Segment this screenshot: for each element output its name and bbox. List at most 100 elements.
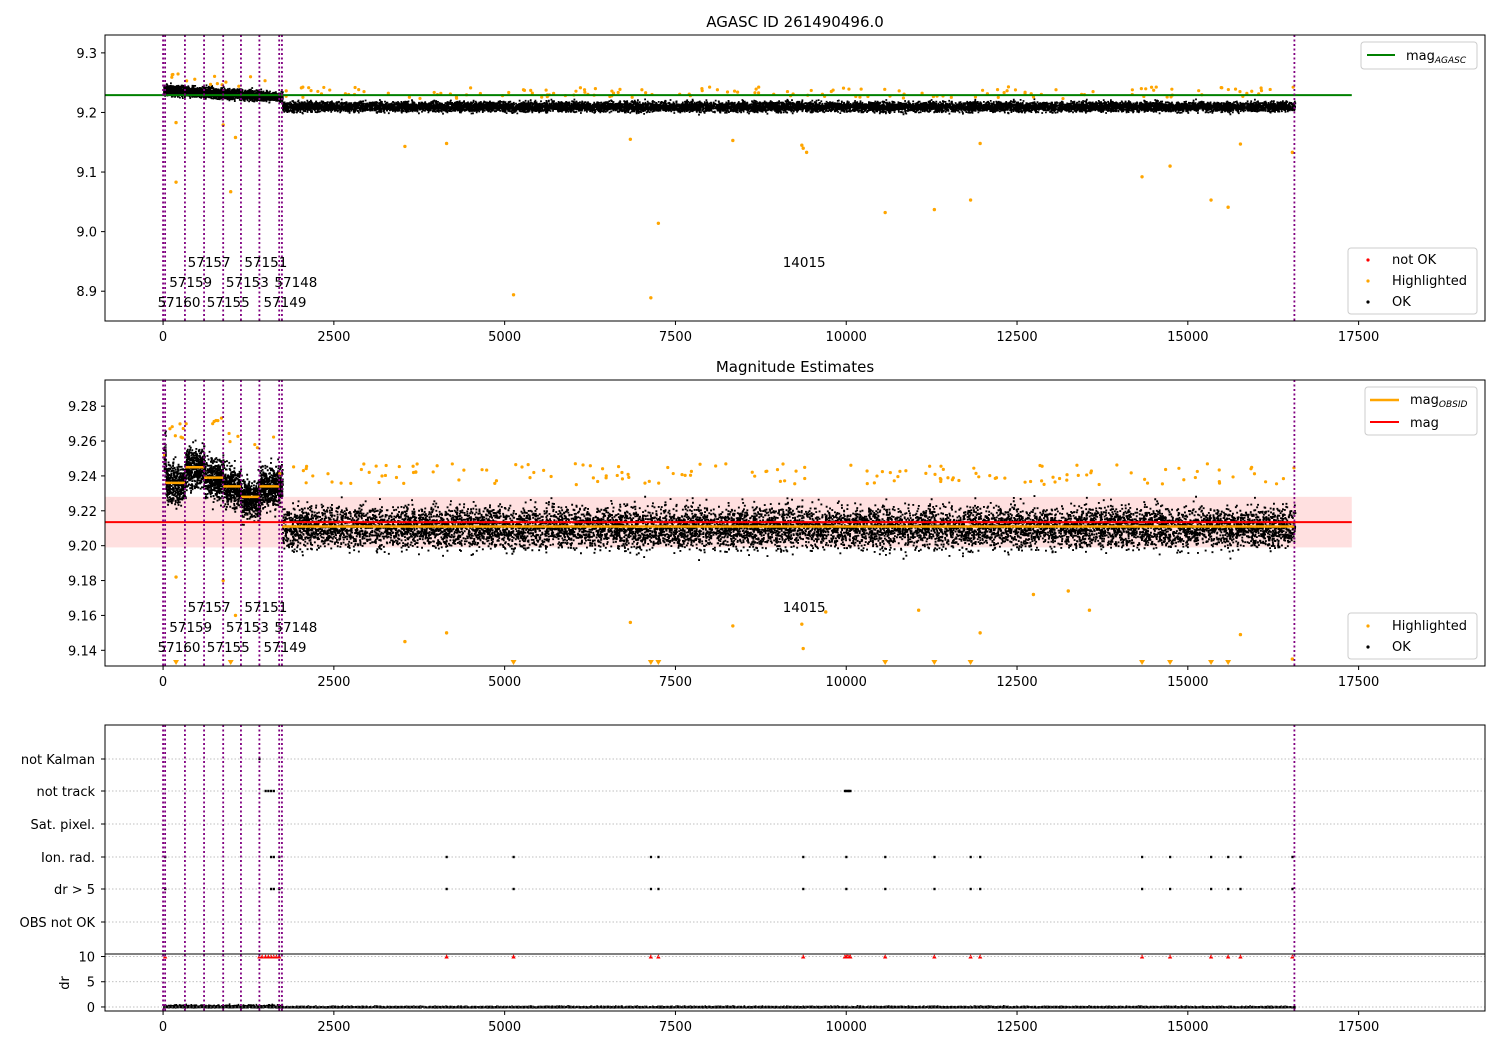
highlighted-point <box>715 88 720 92</box>
highlighted-point <box>301 469 305 473</box>
highlighted-point <box>1170 87 1174 91</box>
dr-flagged-marker <box>259 954 265 959</box>
highlighted-point <box>1142 477 1147 482</box>
highlighted-point <box>666 465 670 470</box>
offscale-marker <box>931 660 938 665</box>
highlighted-point <box>1274 482 1279 486</box>
panel2-xtick-label: 7500 <box>659 675 692 690</box>
highlighted-point <box>1076 473 1080 477</box>
dr-ytick-label: 10 <box>78 951 95 966</box>
highlighted-point <box>227 431 231 436</box>
highlighted-point <box>328 88 332 92</box>
highlighted-point <box>698 462 702 466</box>
flag-point <box>849 789 852 793</box>
dr-flagged-marker <box>444 954 449 959</box>
highlighted-point <box>920 91 924 95</box>
highlighted-point <box>394 475 399 480</box>
highlighted-point <box>626 472 630 476</box>
highlighted-point <box>883 87 887 91</box>
panel-agasc-magnitude: AGASC ID 261490496.0 57160 57159 57157 5715… <box>76 13 1486 345</box>
highlighted-point <box>184 422 188 426</box>
highlighted-point <box>330 480 334 484</box>
offscale-marker <box>227 660 234 665</box>
panel2-axes-frame <box>104 379 1486 667</box>
dr-y-ticks: 0 5 10 <box>78 951 1485 1016</box>
highlighted-point <box>1054 88 1058 92</box>
highlighted-point <box>865 469 869 473</box>
highlighted-point <box>647 479 651 484</box>
flag-point <box>270 855 273 859</box>
flag-point <box>979 855 982 859</box>
panel2-title: Magnitude Estimates <box>716 358 874 376</box>
highlighted-point <box>714 464 718 468</box>
panel1-xtick-label: 12500 <box>996 330 1037 345</box>
highlighted-point <box>600 467 605 471</box>
dr-flagged-marker <box>511 954 516 959</box>
highlighted-point <box>1145 481 1150 485</box>
highlighted-point <box>1002 90 1006 95</box>
flag-point <box>845 855 848 859</box>
highlighted-point <box>411 470 416 475</box>
dr-flagged-marker <box>800 954 806 959</box>
highlighted-point <box>725 90 730 94</box>
highlighted-point <box>233 613 238 618</box>
highlighted-point <box>644 91 648 95</box>
highlighted-point <box>469 86 473 90</box>
highlighted-point <box>521 88 526 92</box>
flag-point <box>270 887 273 891</box>
highlighted-point <box>511 293 516 297</box>
mag-obsid-steps <box>163 453 1295 528</box>
highlighted-point <box>946 476 950 480</box>
offscale-marker <box>1225 660 1232 665</box>
highlighted-point <box>1290 150 1295 155</box>
panel1-ytick-label: 9.3 <box>76 47 97 62</box>
highlighted-point <box>616 90 620 95</box>
highlighted-point <box>528 476 532 480</box>
panel2-ytick-label: 9.20 <box>68 540 97 555</box>
obsid-label: 57159 <box>169 275 212 291</box>
highlighted-point <box>178 422 182 426</box>
panel3-xtick-label: 17500 <box>1338 1020 1379 1035</box>
obsid-label: 14015 <box>783 255 826 271</box>
highlighted-point <box>301 85 305 89</box>
highlighted-point <box>801 146 805 150</box>
highlighted-point <box>933 472 937 476</box>
highlighted-point <box>824 610 828 614</box>
highlighted-point <box>237 84 241 88</box>
highlighted-point <box>228 439 232 444</box>
dr-flagged-marker <box>882 954 888 959</box>
highlighted-point <box>588 464 592 468</box>
highlighted-point <box>928 464 932 468</box>
highlighted-point <box>418 96 422 101</box>
highlighted-point <box>450 462 454 466</box>
highlighted-point <box>724 462 728 466</box>
highlighted-point <box>1259 89 1264 93</box>
highlighted-point <box>485 468 489 472</box>
highlighted-point <box>803 465 807 470</box>
highlighted-point <box>219 416 224 420</box>
highlighted-point <box>170 75 174 79</box>
highlighted-point <box>880 469 884 474</box>
obsid-label: 57159 <box>169 620 212 636</box>
panel1-ytick-label: 9.2 <box>76 106 97 121</box>
obsid-label: 57149 <box>263 295 306 311</box>
highlighted-point <box>1057 476 1062 481</box>
obsid-label: 14015 <box>783 600 826 616</box>
highlighted-point <box>731 624 735 628</box>
highlighted-point <box>1051 475 1055 479</box>
highlighted-point <box>215 82 219 86</box>
ok-point-cloud <box>163 430 1297 561</box>
highlighted-point <box>610 89 614 93</box>
flag-point <box>802 887 805 891</box>
flag-points <box>164 757 1294 891</box>
highlighted-point <box>301 95 305 99</box>
highlighted-point <box>480 468 484 472</box>
legend-highlighted: Highlighted <box>1392 274 1467 289</box>
highlighted-point <box>229 190 233 194</box>
legend-ok: OK <box>1392 295 1411 310</box>
panel2-xtick-label: 5000 <box>488 675 521 690</box>
highlighted-point <box>1165 95 1169 99</box>
panel2-y-ticks: 9.14 9.16 9.18 9.20 9.22 9.24 9.26 9.28 <box>68 400 105 659</box>
highlighted-point <box>578 86 583 90</box>
highlighted-point <box>311 474 315 478</box>
